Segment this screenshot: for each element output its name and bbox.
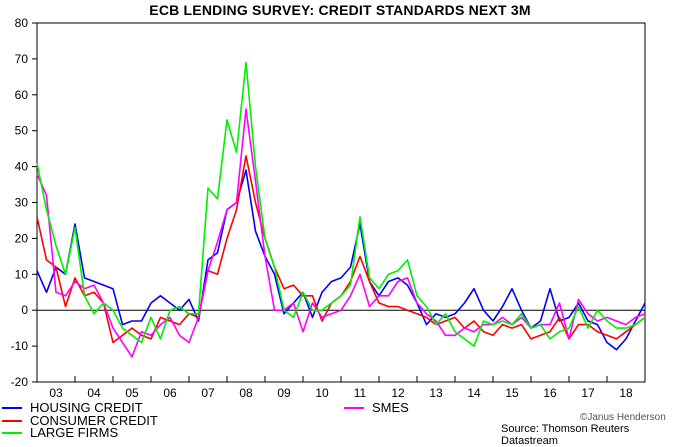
x-tick-label: 07 xyxy=(201,386,215,400)
legend-swatch-large-firms xyxy=(2,431,22,434)
x-tick-label: 15 xyxy=(505,386,519,400)
x-tick-label: 14 xyxy=(467,386,481,400)
plot-frame xyxy=(36,22,646,383)
x-tick-label: 04 xyxy=(87,386,101,400)
y-tick-label: 20 xyxy=(15,231,29,245)
legend-item-housing-credit: HOUSING CREDIT xyxy=(2,400,143,415)
legend-item-large-firms: LARGE FIRMS xyxy=(2,425,118,440)
y-tick-label: 80 xyxy=(15,16,29,30)
y-tick-label: 70 xyxy=(15,52,29,66)
x-tick-label: 03 xyxy=(49,386,63,400)
legend-label-smes: SMES xyxy=(372,400,409,415)
y-tick-label: 10 xyxy=(15,267,29,281)
legend-swatch-smes xyxy=(344,406,364,409)
x-tick-label: 10 xyxy=(315,386,329,400)
legend-label-housing-credit: HOUSING CREDIT xyxy=(30,400,143,415)
y-tick-label: 30 xyxy=(15,196,29,210)
chart-title: ECB LENDING SURVEY: CREDIT STANDARDS NEX… xyxy=(149,2,531,18)
y-tick-label: 60 xyxy=(15,88,29,102)
x-tick-label: 17 xyxy=(581,386,595,400)
legend-swatch-consumer-credit xyxy=(2,419,22,422)
x-tick-label: 09 xyxy=(277,386,291,400)
series-line-housing-credit xyxy=(36,169,646,351)
x-tick-label: 11 xyxy=(354,386,367,400)
legend-label-consumer-credit: CONSUMER CREDIT xyxy=(30,413,158,428)
y-tick-label: -20 xyxy=(11,375,29,389)
source-note: Source: Thomson Reuters Datastream xyxy=(501,423,630,447)
legend-swatch-housing-credit xyxy=(2,406,22,409)
x-tick-label: 06 xyxy=(163,386,177,400)
x-tick-label: 18 xyxy=(619,386,633,400)
series-line-smes xyxy=(36,108,646,358)
chart-svg: 80 70 60 50 40 30 20 10 0 -10 -20 03 04 05 06 07 08 09 10 1… xyxy=(11,16,646,400)
legend-label-large-firms: LARGE FIRMS xyxy=(30,425,119,440)
x-tick-label: 05 xyxy=(125,386,139,400)
y-tick-label: 50 xyxy=(15,124,29,138)
y-tick-label: 40 xyxy=(15,160,29,174)
series-line-large-firms xyxy=(36,61,646,347)
copyright-watermark: ©Janus Henderson xyxy=(580,412,666,423)
x-tick-label: 08 xyxy=(239,386,253,400)
legend-item-smes: SMES xyxy=(344,400,409,415)
x-tick-label: 13 xyxy=(429,386,443,400)
x-tick-label: 12 xyxy=(391,386,405,400)
x-tick-label: 16 xyxy=(543,386,557,400)
y-tick-label: -10 xyxy=(11,339,29,353)
y-tick-label: 0 xyxy=(21,303,28,317)
legend-item-consumer-credit: CONSUMER CREDIT xyxy=(2,413,158,428)
